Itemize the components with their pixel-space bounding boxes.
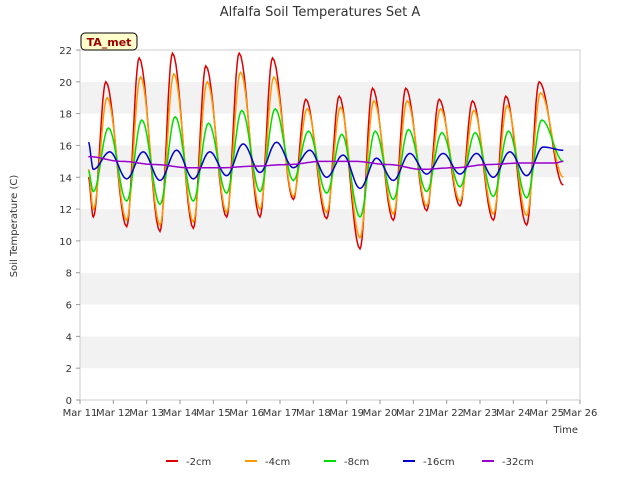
y-tick-label: 22 — [59, 46, 72, 57]
annotation-label: TA_met — [87, 36, 132, 49]
series-line-minus-32cm — [88, 155, 564, 171]
legend-label: -2cm — [186, 457, 211, 468]
y-tick-label: 18 — [59, 110, 72, 121]
legend-label: -16cm — [423, 457, 455, 468]
x-tick-label: Mar 24 — [496, 408, 531, 419]
plot-band — [80, 209, 580, 241]
series-line-minus-16cm — [87, 141, 564, 190]
legend: -2cm -4cm -8cm -16cm -32cm — [166, 457, 534, 468]
y-tick-label: 14 — [59, 173, 72, 184]
legend-label: -8cm — [344, 457, 369, 468]
plot-band — [80, 272, 580, 305]
y-tick-label: 2 — [66, 364, 72, 375]
x-tick-label: Mar 18 — [296, 408, 331, 419]
x-axis-label: Time — [553, 425, 578, 436]
plot-bands — [80, 50, 580, 400]
x-tick-label: Mar 12 — [96, 408, 131, 419]
y-tick-label: 4 — [66, 332, 72, 343]
y-tick-label: 12 — [59, 205, 72, 216]
legend-label: -4cm — [265, 457, 290, 468]
x-tick-label: Mar 20 — [363, 408, 398, 419]
series-group — [87, 51, 564, 251]
y-tick-label: 8 — [66, 269, 72, 280]
plot-band — [80, 50, 580, 82]
y-tick-label: 6 — [66, 301, 72, 312]
x-tick-label: Mar 13 — [129, 408, 164, 419]
x-tick-label: Mar 25 — [529, 408, 564, 419]
chart-title: Alfalfa Soil Temperatures Set A — [220, 5, 421, 20]
x-tick-label: Mar 15 — [196, 408, 231, 419]
x-tick-label: Mar 22 — [429, 408, 464, 419]
plot-band — [80, 81, 580, 114]
x-tick-label: Mar 16 — [229, 408, 264, 419]
plot-band — [80, 240, 580, 273]
legend-label: -32cm — [502, 457, 534, 468]
x-tick-label: Mar 11 — [63, 408, 98, 419]
plot-band — [80, 113, 580, 146]
x-tick-label: Mar 19 — [329, 408, 364, 419]
x-tick-label: Mar 14 — [163, 408, 198, 419]
y-axis-label: Soil Temperature (C) — [9, 175, 20, 278]
plot-band — [80, 368, 580, 400]
x-tick-label: Mar 21 — [396, 408, 431, 419]
y-axis-ticks: 0 2 4 6 8 10 12 14 16 18 20 22 — [59, 46, 80, 407]
x-tick-label: Mar 17 — [263, 408, 298, 419]
annotation-box: TA_met — [80, 32, 138, 51]
y-tick-label: 20 — [59, 78, 72, 89]
x-tick-label: Mar 26 — [563, 408, 598, 419]
plot-band — [80, 304, 580, 337]
y-tick-label: 0 — [66, 396, 72, 407]
y-tick-label: 16 — [59, 141, 72, 152]
x-tick-label: Mar 23 — [463, 408, 498, 419]
plot-frame — [79, 49, 581, 401]
plot-frame-group — [79, 49, 581, 401]
y-tick-label: 10 — [59, 237, 72, 248]
plot-band — [80, 336, 580, 369]
